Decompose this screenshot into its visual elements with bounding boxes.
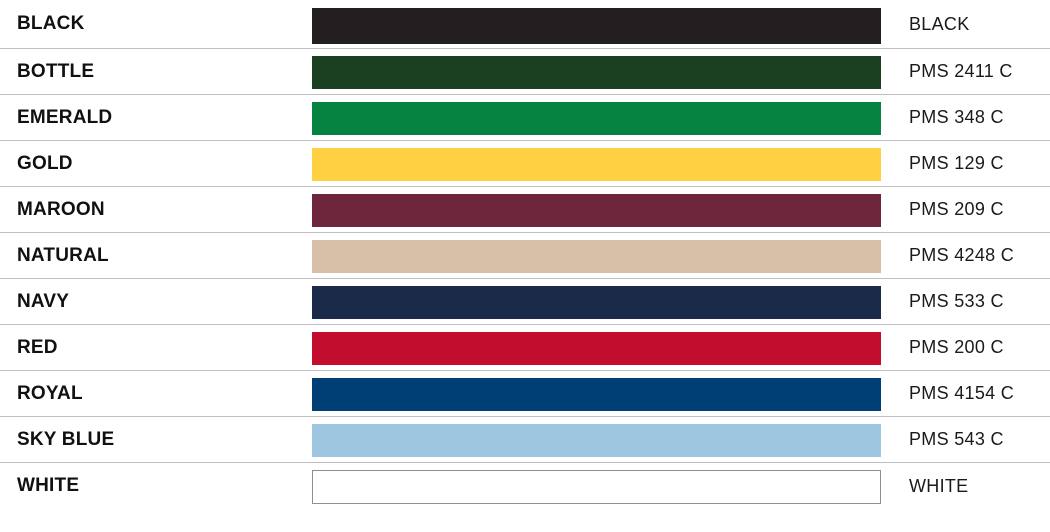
pms-code: PMS 129 C [909, 153, 1004, 173]
color-row-red: RED PMS 200 C [0, 325, 1050, 371]
color-name: WHITE [17, 475, 80, 496]
color-row-navy: NAVY PMS 533 C [0, 279, 1050, 325]
pms-code: PMS 4154 C [909, 383, 1015, 403]
pms-code: PMS 348 C [909, 107, 1004, 127]
color-name: ROYAL [17, 382, 83, 404]
color-chart-table: BLACK BLACK BOTTLE PMS 2411 C EMERALD PM… [0, 0, 1050, 509]
color-swatch-royal [312, 378, 881, 411]
pms-code: PMS 533 C [909, 291, 1004, 311]
pms-code: BLACK [909, 13, 970, 34]
color-name: SKY BLUE [17, 428, 115, 450]
color-row-maroon: MAROON PMS 209 C [0, 187, 1050, 233]
color-swatch-bottle [312, 56, 881, 89]
color-swatch-white [312, 470, 881, 504]
color-swatch-black [312, 8, 881, 44]
color-swatch-gold [312, 148, 881, 181]
color-swatch-emerald [312, 102, 881, 135]
color-row-sky-blue: SKY BLUE PMS 543 C [0, 417, 1050, 463]
pms-code: PMS 209 C [909, 199, 1004, 219]
pms-code: PMS 2411 C [909, 61, 1013, 81]
color-name: EMERALD [17, 106, 113, 128]
pms-code: WHITE [909, 475, 969, 496]
color-row-natural: NATURAL PMS 4248 C [0, 233, 1050, 279]
pms-code: PMS 4248 C [909, 245, 1015, 265]
color-name: RED [17, 336, 58, 358]
color-name: NATURAL [17, 244, 109, 266]
color-row-bottle: BOTTLE PMS 2411 C [0, 49, 1050, 95]
color-row-white: WHITE WHITE [0, 463, 1050, 509]
color-swatch-natural [312, 240, 881, 273]
pms-code: PMS 200 C [909, 337, 1004, 357]
color-swatch-red [312, 332, 881, 365]
color-swatch-navy [312, 286, 881, 319]
color-swatch-sky-blue [312, 424, 881, 457]
color-name: MAROON [17, 198, 105, 220]
color-row-royal: ROYAL PMS 4154 C [0, 371, 1050, 417]
color-name: NAVY [17, 290, 70, 312]
color-row-black: BLACK BLACK [0, 0, 1050, 49]
pms-code: PMS 543 C [909, 429, 1004, 449]
color-name: BLACK [17, 13, 85, 34]
color-name: GOLD [17, 152, 73, 174]
color-name: BOTTLE [17, 60, 95, 82]
color-swatch-maroon [312, 194, 881, 227]
color-row-emerald: EMERALD PMS 348 C [0, 95, 1050, 141]
color-row-gold: GOLD PMS 129 C [0, 141, 1050, 187]
